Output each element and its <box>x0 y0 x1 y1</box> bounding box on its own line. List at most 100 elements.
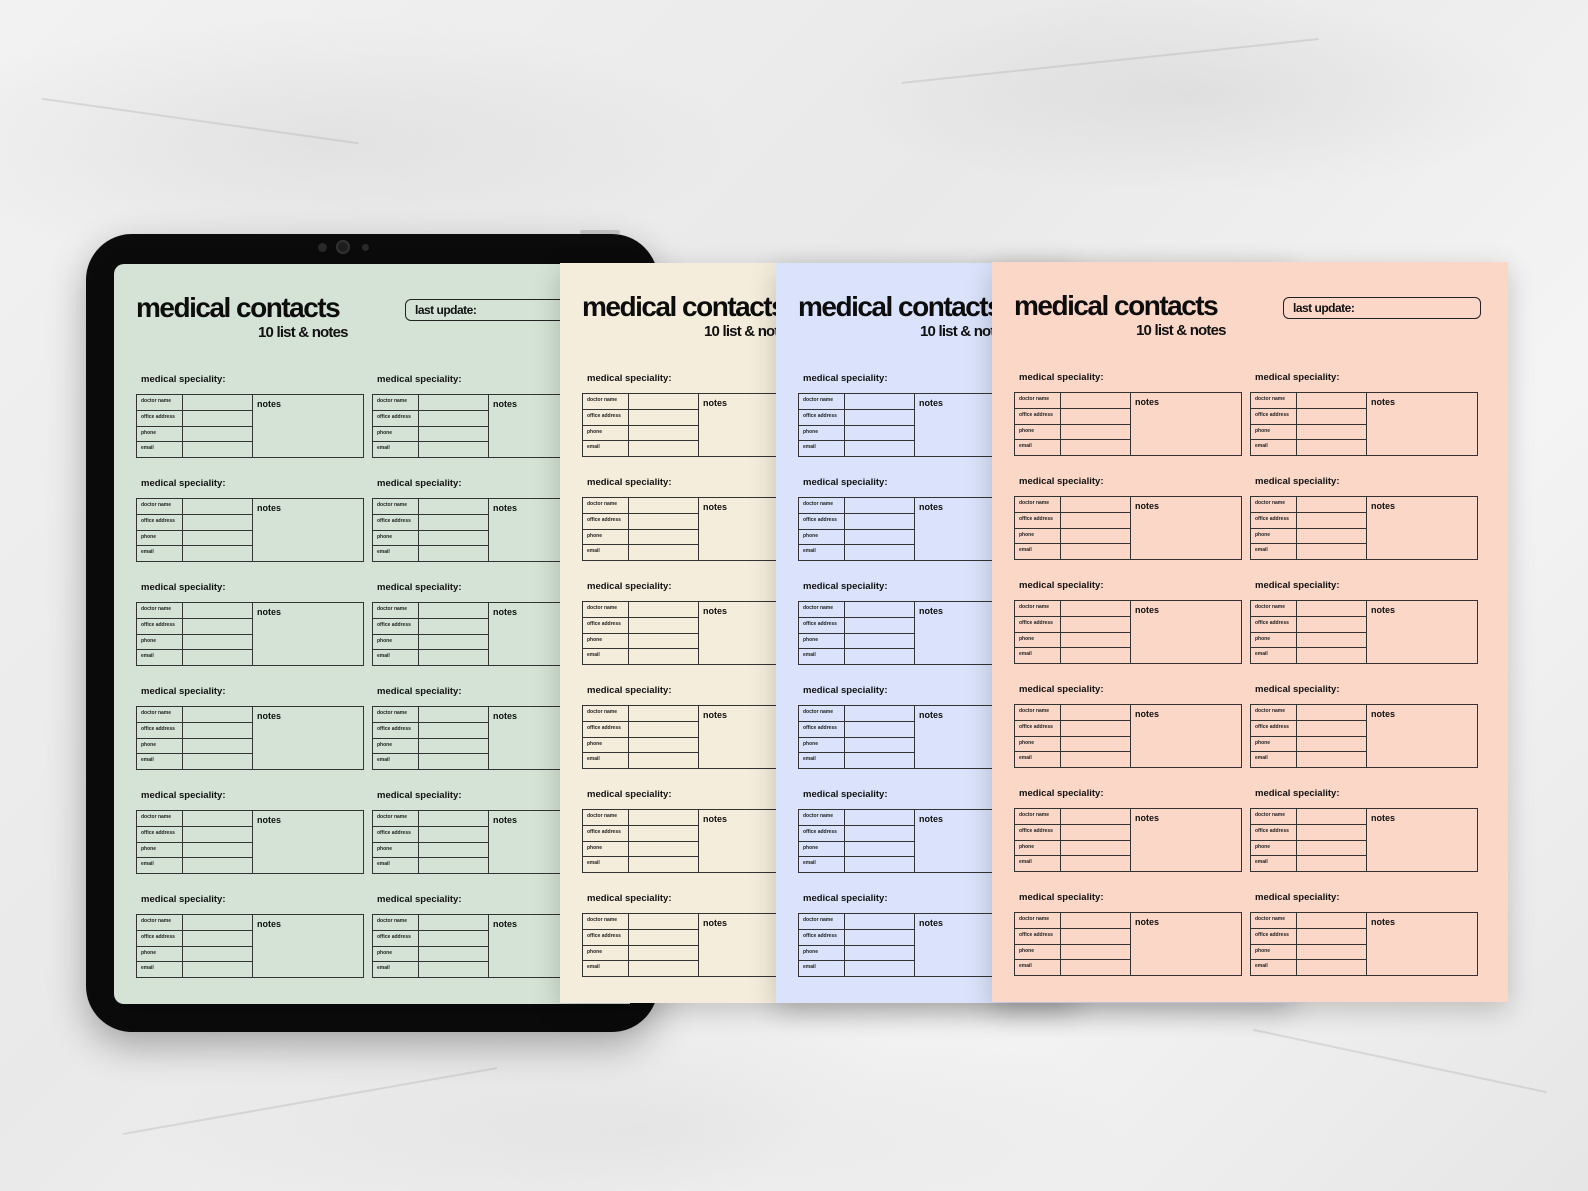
notes-area[interactable]: notes <box>253 707 363 769</box>
field-input[interactable] <box>419 827 488 842</box>
field-input[interactable] <box>1297 945 1366 960</box>
field-input[interactable] <box>419 739 488 754</box>
notes-area[interactable]: notes <box>253 603 363 665</box>
field-input[interactable] <box>419 499 488 514</box>
field-input[interactable] <box>419 931 488 946</box>
field-input[interactable] <box>1297 929 1366 944</box>
notes-area[interactable]: notes <box>915 498 1025 560</box>
notes-area[interactable]: notes <box>253 395 363 457</box>
field-input[interactable] <box>629 618 698 633</box>
field-input[interactable] <box>845 826 914 841</box>
field-input[interactable] <box>183 427 252 442</box>
field-input[interactable] <box>629 706 698 721</box>
field-input[interactable] <box>419 707 488 722</box>
field-input[interactable] <box>183 650 252 665</box>
field-input[interactable] <box>845 810 914 825</box>
field-input[interactable] <box>629 722 698 737</box>
field-input[interactable] <box>845 545 914 560</box>
field-input[interactable] <box>845 842 914 857</box>
field-input[interactable] <box>1297 721 1366 736</box>
field-input[interactable] <box>183 619 252 634</box>
field-input[interactable] <box>183 723 252 738</box>
field-input[interactable] <box>1061 856 1130 871</box>
field-input[interactable] <box>845 394 914 409</box>
field-input[interactable] <box>183 739 252 754</box>
field-input[interactable] <box>1061 497 1130 512</box>
field-input[interactable] <box>629 649 698 664</box>
field-input[interactable] <box>183 754 252 769</box>
field-input[interactable] <box>1297 497 1366 512</box>
notes-area[interactable]: notes <box>699 602 809 664</box>
field-input[interactable] <box>1061 409 1130 424</box>
field-input[interactable] <box>1061 393 1130 408</box>
field-input[interactable] <box>419 811 488 826</box>
field-input[interactable] <box>183 635 252 650</box>
field-input[interactable] <box>1297 705 1366 720</box>
field-input[interactable] <box>419 427 488 442</box>
field-input[interactable] <box>1297 425 1366 440</box>
field-input[interactable] <box>1297 809 1366 824</box>
field-input[interactable] <box>1297 752 1366 767</box>
notes-area[interactable]: notes <box>489 395 599 457</box>
notes-area[interactable]: notes <box>489 707 599 769</box>
notes-area[interactable]: notes <box>915 914 1025 976</box>
field-input[interactable] <box>1061 960 1130 975</box>
notes-area[interactable]: notes <box>915 706 1025 768</box>
field-input[interactable] <box>845 426 914 441</box>
field-input[interactable] <box>845 753 914 768</box>
field-input[interactable] <box>1297 856 1366 871</box>
field-input[interactable] <box>629 514 698 529</box>
field-input[interactable] <box>419 531 488 546</box>
field-input[interactable] <box>629 842 698 857</box>
field-input[interactable] <box>183 499 252 514</box>
notes-area[interactable]: notes <box>1367 497 1477 559</box>
notes-area[interactable]: notes <box>1131 913 1241 975</box>
field-input[interactable] <box>1061 913 1130 928</box>
field-input[interactable] <box>183 603 252 618</box>
field-input[interactable] <box>1061 648 1130 663</box>
field-input[interactable] <box>629 530 698 545</box>
field-input[interactable] <box>183 811 252 826</box>
field-input[interactable] <box>419 650 488 665</box>
field-input[interactable] <box>1061 825 1130 840</box>
field-input[interactable] <box>845 722 914 737</box>
field-input[interactable] <box>419 858 488 873</box>
field-input[interactable] <box>1297 544 1366 559</box>
notes-area[interactable]: notes <box>1367 601 1477 663</box>
field-input[interactable] <box>419 635 488 650</box>
field-input[interactable] <box>1297 601 1366 616</box>
field-input[interactable] <box>183 395 252 410</box>
last-update-field[interactable]: last update: <box>1283 297 1481 319</box>
field-input[interactable] <box>1297 913 1366 928</box>
field-input[interactable] <box>1061 737 1130 752</box>
field-input[interactable] <box>845 602 914 617</box>
notes-area[interactable]: notes <box>915 394 1025 456</box>
field-input[interactable] <box>419 619 488 634</box>
field-input[interactable] <box>845 649 914 664</box>
field-input[interactable] <box>419 754 488 769</box>
field-input[interactable] <box>845 946 914 961</box>
field-input[interactable] <box>1061 544 1130 559</box>
field-input[interactable] <box>845 530 914 545</box>
field-input[interactable] <box>629 498 698 513</box>
field-input[interactable] <box>629 961 698 976</box>
field-input[interactable] <box>1297 513 1366 528</box>
field-input[interactable] <box>629 810 698 825</box>
field-input[interactable] <box>1297 393 1366 408</box>
field-input[interactable] <box>1297 960 1366 975</box>
notes-area[interactable]: notes <box>699 914 809 976</box>
field-input[interactable] <box>1061 425 1130 440</box>
field-input[interactable] <box>1061 529 1130 544</box>
field-input[interactable] <box>1297 529 1366 544</box>
notes-area[interactable]: notes <box>1131 809 1241 871</box>
field-input[interactable] <box>183 827 252 842</box>
notes-area[interactable]: notes <box>1131 497 1241 559</box>
field-input[interactable] <box>629 826 698 841</box>
field-input[interactable] <box>1061 440 1130 455</box>
field-input[interactable] <box>845 961 914 976</box>
notes-area[interactable]: notes <box>489 499 599 561</box>
field-input[interactable] <box>419 915 488 930</box>
field-input[interactable] <box>629 602 698 617</box>
field-input[interactable] <box>183 931 252 946</box>
field-input[interactable] <box>183 531 252 546</box>
